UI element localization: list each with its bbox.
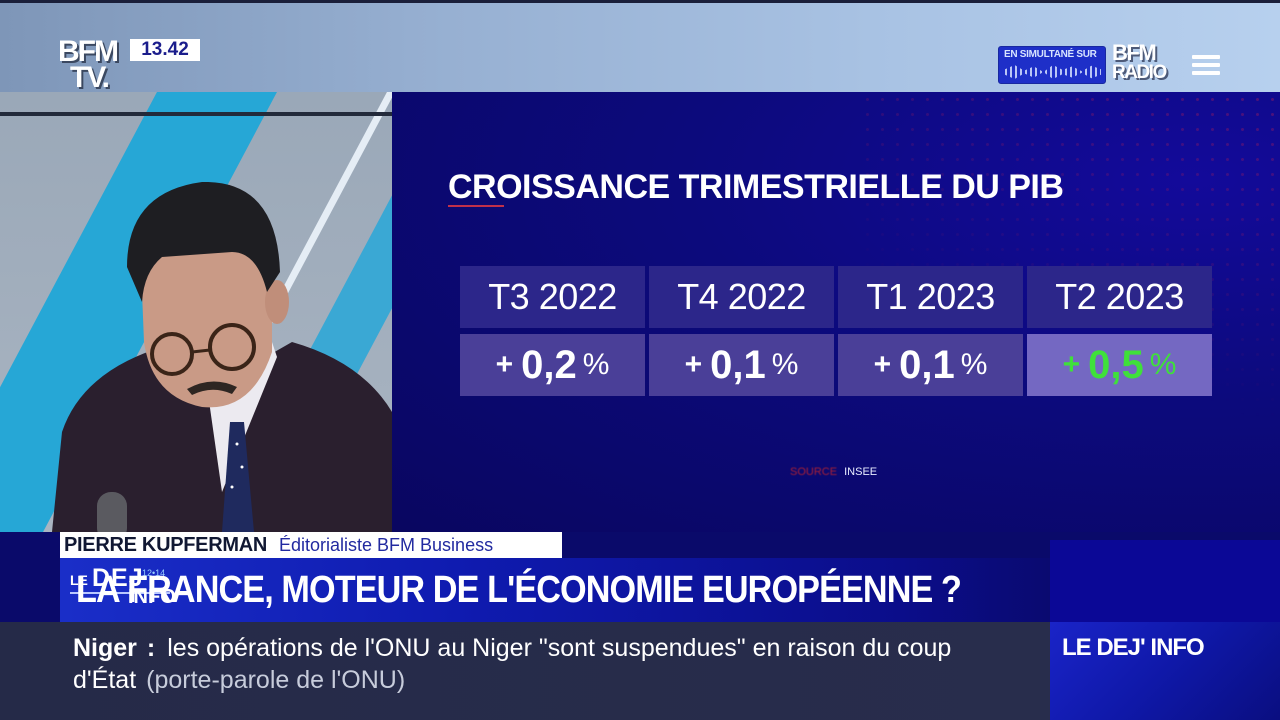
- value-unit: %: [1149, 348, 1177, 381]
- gdp-table: T3 2022 T4 2022 T1 2023 T2 2023 + 0,2 % …: [460, 266, 1212, 396]
- source-value: INSEE: [844, 466, 878, 478]
- growth-value: + 0,2 %: [460, 334, 645, 396]
- period-header: T1 2023: [838, 266, 1023, 328]
- ticker-brand-label: LE DEJ' INFO: [1062, 634, 1205, 661]
- value-sign: +: [873, 348, 892, 381]
- audio-waveform-icon: [1005, 65, 1101, 79]
- growth-value-row: + 0,2 % + 0,1 % + 0,1 % + 0,5 %: [460, 334, 1212, 396]
- value-unit: %: [582, 348, 610, 381]
- value-number: 0,2: [521, 342, 577, 387]
- headline-text: LA FRANCE, MOTEUR DE L'ÉCONOMIE EUROPÉEN…: [76, 568, 962, 611]
- radio-logo-line-2: RADIO: [1112, 62, 1167, 83]
- value-sign: +: [1062, 348, 1081, 381]
- logo-line-1: BFM: [58, 35, 119, 68]
- source-label: SOURCE: [790, 466, 838, 478]
- value-unit: %: [771, 348, 799, 381]
- simulcast-badge[interactable]: EN SIMULTANÉ SUR: [998, 46, 1106, 84]
- ticker-colon: :: [146, 634, 156, 662]
- show-logo-hours: 12•14: [142, 568, 166, 578]
- ticker-topic: Niger: [73, 634, 137, 662]
- growth-value-highlighted: + 0,5 %: [1027, 334, 1212, 396]
- banner-background: [1050, 540, 1280, 622]
- name-strap: PIERRE KUPFERMAN Éditorialiste BFM Busin…: [60, 532, 562, 558]
- show-logo-divider: [70, 592, 170, 594]
- source-credit: SOURCE INSEE: [790, 466, 877, 478]
- studio-rail: [0, 112, 392, 116]
- presenter-image: [52, 182, 392, 532]
- radio-logo-line-1: BFM: [1112, 40, 1157, 65]
- hamburger-menu-icon[interactable]: [1192, 55, 1220, 75]
- value-number: 0,5: [1088, 342, 1144, 387]
- show-logo-info: INFO: [128, 586, 176, 608]
- show-logo-dej: DEJ: [92, 564, 144, 592]
- bfmtv-logo: BFM TV.: [58, 37, 128, 95]
- growth-value: + 0,1 %: [838, 334, 1023, 396]
- period-header: T3 2022: [460, 266, 645, 328]
- top-bar: BFM TV. 13.42 EN SIMULTANÉ SUR BFM RADIO: [0, 0, 1280, 95]
- guest-name: PIERRE KUPFERMAN: [64, 533, 267, 556]
- simulcast-label: EN SIMULTANÉ SUR: [1004, 49, 1097, 60]
- news-ticker: Niger: les opérations de l'ONU au Niger "…: [0, 622, 1050, 720]
- graphic-title: CROISSANCE TRIMESTRIELLE DU PIB: [448, 168, 1064, 206]
- period-header: T4 2022: [649, 266, 834, 328]
- growth-value: + 0,1 %: [649, 334, 834, 396]
- title-accent-underline: [448, 205, 504, 207]
- ticker-brand: LE DEJ' INFO: [1050, 622, 1280, 720]
- value-unit: %: [960, 348, 988, 381]
- gdp-growth-graphic: CROISSANCE TRIMESTRIELLE DU PIB T3 2022 …: [392, 92, 1280, 532]
- period-header-row: T3 2022 T4 2022 T1 2023 T2 2023: [460, 266, 1212, 328]
- show-logo-le: LE: [70, 572, 88, 588]
- ticker-text: Niger: les opérations de l'ONU au Niger "…: [73, 632, 1043, 696]
- studio-video-feed: [0, 92, 392, 532]
- value-number: 0,1: [710, 342, 766, 387]
- value-number: 0,1: [899, 342, 955, 387]
- ticker-body: les opérations de l'ONU au Niger "sont s…: [73, 634, 952, 694]
- bfm-radio-logo: BFM RADIO: [1112, 40, 1176, 87]
- clock: 13.42: [130, 39, 200, 61]
- logo-line-2: TV.: [70, 61, 110, 94]
- headline-banner: LE DEJ 12•14 INFO LA FRANCE, MOTEUR DE L…: [60, 558, 1050, 622]
- value-sign: +: [495, 348, 514, 381]
- value-sign: +: [684, 348, 703, 381]
- ticker-source: (porte-parole de l'ONU): [146, 666, 406, 694]
- guest-role: Éditorialiste BFM Business: [279, 534, 494, 555]
- period-header: T2 2023: [1027, 266, 1212, 328]
